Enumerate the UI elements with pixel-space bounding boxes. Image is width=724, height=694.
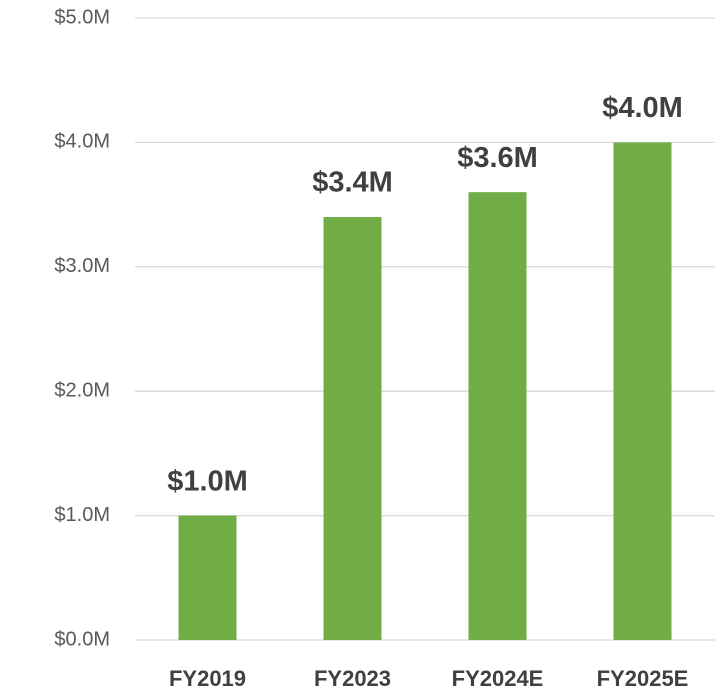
data-label: $4.0M [602, 92, 683, 124]
data-label: $3.6M [457, 142, 538, 174]
x-tick-label: FY2024E [452, 666, 544, 691]
y-tick-label: $4.0M [54, 131, 110, 153]
bar [468, 192, 527, 640]
y-tick-label: $2.0M [54, 379, 110, 401]
y-tick-label: $3.0M [54, 255, 110, 277]
x-tick-label: FY2019 [169, 666, 246, 691]
x-tick-label: FY2023 [314, 666, 391, 691]
x-tick-label: FY2025E [597, 666, 689, 691]
bar [613, 142, 672, 640]
y-tick-label: $1.0M [54, 504, 110, 526]
bar [178, 515, 237, 640]
bar [323, 217, 382, 641]
data-label: $3.4M [312, 167, 393, 199]
y-tick-label: $0.0M [54, 628, 110, 650]
y-tick-label: $5.0M [54, 6, 110, 28]
data-label: $1.0M [167, 465, 248, 497]
